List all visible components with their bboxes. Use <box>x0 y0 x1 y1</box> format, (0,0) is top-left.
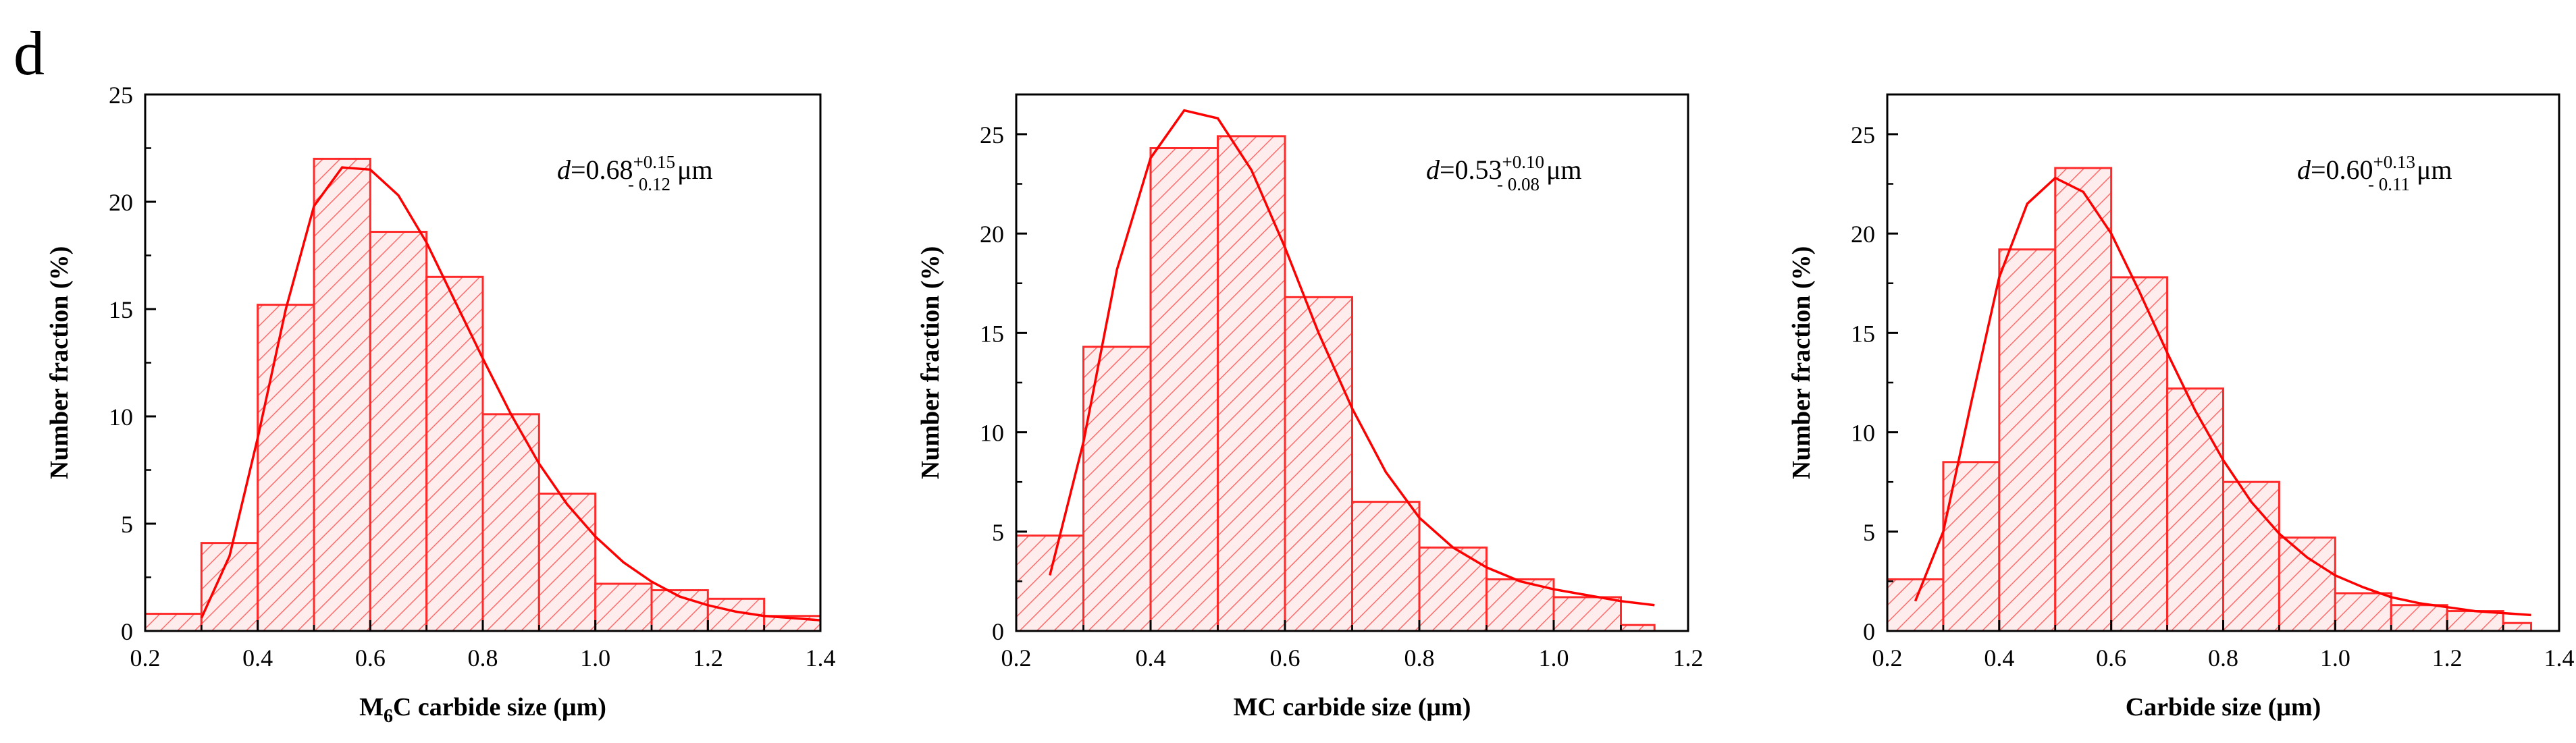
histogram-bar <box>2390 604 2448 632</box>
x-tick-label: 0.6 <box>355 644 386 671</box>
y-tick-label: 20 <box>1851 221 1875 248</box>
x-tick-label: 1.4 <box>2544 644 2575 671</box>
y-tick-label: 15 <box>109 296 133 323</box>
histogram-bar <box>1082 346 1152 632</box>
histogram-bar <box>1418 546 1488 632</box>
chart-panel-carbide: 0.2 0.4 0.6 0.8 1.0 1.2 1.4 0 5 10 15 20 25 Number fr… <box>1787 93 2575 721</box>
x-axis-title: Carbide size (μm) <box>2126 693 2321 721</box>
y-tick-label: 10 <box>109 404 133 431</box>
x-tick-label: 1.0 <box>580 644 610 671</box>
y-tick-label: 0 <box>992 618 1004 645</box>
histogram-bar <box>257 304 315 632</box>
x-tick-label: 1.2 <box>693 644 723 671</box>
histogram-bar <box>2502 622 2533 632</box>
x-tick-label: 0.6 <box>2096 644 2126 671</box>
x-tick-label: 1.0 <box>1539 644 1569 671</box>
histogram-bar <box>537 492 597 632</box>
panel-letter: d <box>14 19 45 88</box>
histogram-bar <box>2166 387 2224 632</box>
histogram-bar <box>1217 135 1286 632</box>
histogram-bar <box>1149 147 1219 632</box>
x-tick-label: 1.2 <box>1673 644 1704 671</box>
x-axis-title: M6C carbide size (μm) <box>359 693 606 727</box>
fit-curve <box>200 166 821 622</box>
histogram-bar <box>1552 596 1622 632</box>
histogram-bar <box>1015 534 1084 632</box>
size-annotation: d=0.60+0.13- 0.11 μm <box>2297 152 2452 194</box>
histogram-bar <box>1886 578 1945 632</box>
y-tick-label: 20 <box>980 221 1004 248</box>
y-tick-label: 10 <box>980 420 1004 447</box>
histogram-bar <box>369 231 428 632</box>
y-tick-label: 15 <box>1851 320 1875 347</box>
x-tick-label: 1.2 <box>2432 644 2463 671</box>
y-tick-label: 5 <box>121 511 133 538</box>
x-tick-label: 0.2 <box>1872 644 1903 671</box>
histogram-bar <box>2278 536 2336 632</box>
x-tick-label: 0.4 <box>242 644 273 671</box>
histogram-bar <box>594 582 653 632</box>
histogram-bar <box>1351 501 1421 632</box>
histogram-bar <box>2222 480 2280 632</box>
y-tick-label: 25 <box>109 82 133 109</box>
y-tick-label: 5 <box>1863 519 1875 546</box>
y-tick-label: 0 <box>1863 618 1875 645</box>
histogram-bar <box>2054 167 2113 632</box>
y-axis-title: Number fraction (%) <box>916 246 945 479</box>
y-tick-label: 15 <box>980 320 1004 347</box>
chart-panel-mc: 0.2 0.4 0.6 0.8 1.0 1.2 0 5 10 15 20 25 Number fract… <box>916 93 1704 721</box>
histogram-bar <box>144 613 203 632</box>
histogram-bar <box>1284 296 1353 632</box>
x-tick-label: 1.4 <box>806 644 836 671</box>
x-tick-label: 0.8 <box>2208 644 2238 671</box>
y-tick-label: 0 <box>121 618 133 645</box>
size-annotation: d=0.53+0.10- 0.08 μm <box>1426 152 1582 194</box>
x-tick-label: 0.2 <box>130 644 161 671</box>
fit-curve <box>1914 176 2531 617</box>
x-tick-label: 0.6 <box>1270 644 1300 671</box>
histogram-bar <box>1486 578 1555 632</box>
histogram-bar <box>1998 248 2057 632</box>
y-tick-label: 10 <box>1851 420 1875 447</box>
y-tick-label: 25 <box>1851 121 1875 148</box>
x-tick-label: 0.4 <box>1984 644 2014 671</box>
histogram-bar <box>481 413 540 632</box>
x-tick-label: 0.8 <box>468 644 498 671</box>
x-tick-label: 0.4 <box>1136 644 1166 671</box>
y-tick-label: 5 <box>992 519 1004 546</box>
y-axis-title: Number fraction (%) <box>45 246 74 479</box>
y-axis-title: Number fraction (%) <box>1787 246 1816 479</box>
x-tick-label: 1.0 <box>2320 644 2350 671</box>
x-tick-label: 0.2 <box>1001 644 1032 671</box>
histogram-bar <box>2110 276 2169 632</box>
fit-curve <box>1049 109 1655 607</box>
x-tick-label: 0.8 <box>1404 644 1435 671</box>
histogram-bar <box>2446 610 2504 632</box>
histogram-bar <box>2334 592 2392 632</box>
chart-panel-m6c: 0.2 0.4 0.6 0.8 1.0 1.2 1.4 0 5 10 15 20 25 Number fr… <box>45 82 836 727</box>
size-annotation: d=0.68+0.15- 0.12 μm <box>557 152 713 194</box>
histogram-bar <box>313 157 371 632</box>
y-tick-label: 20 <box>109 189 133 216</box>
x-axis-title: MC carbide size (μm) <box>1234 693 1471 721</box>
histogram-bar <box>425 275 484 632</box>
y-tick-label: 25 <box>980 121 1004 148</box>
